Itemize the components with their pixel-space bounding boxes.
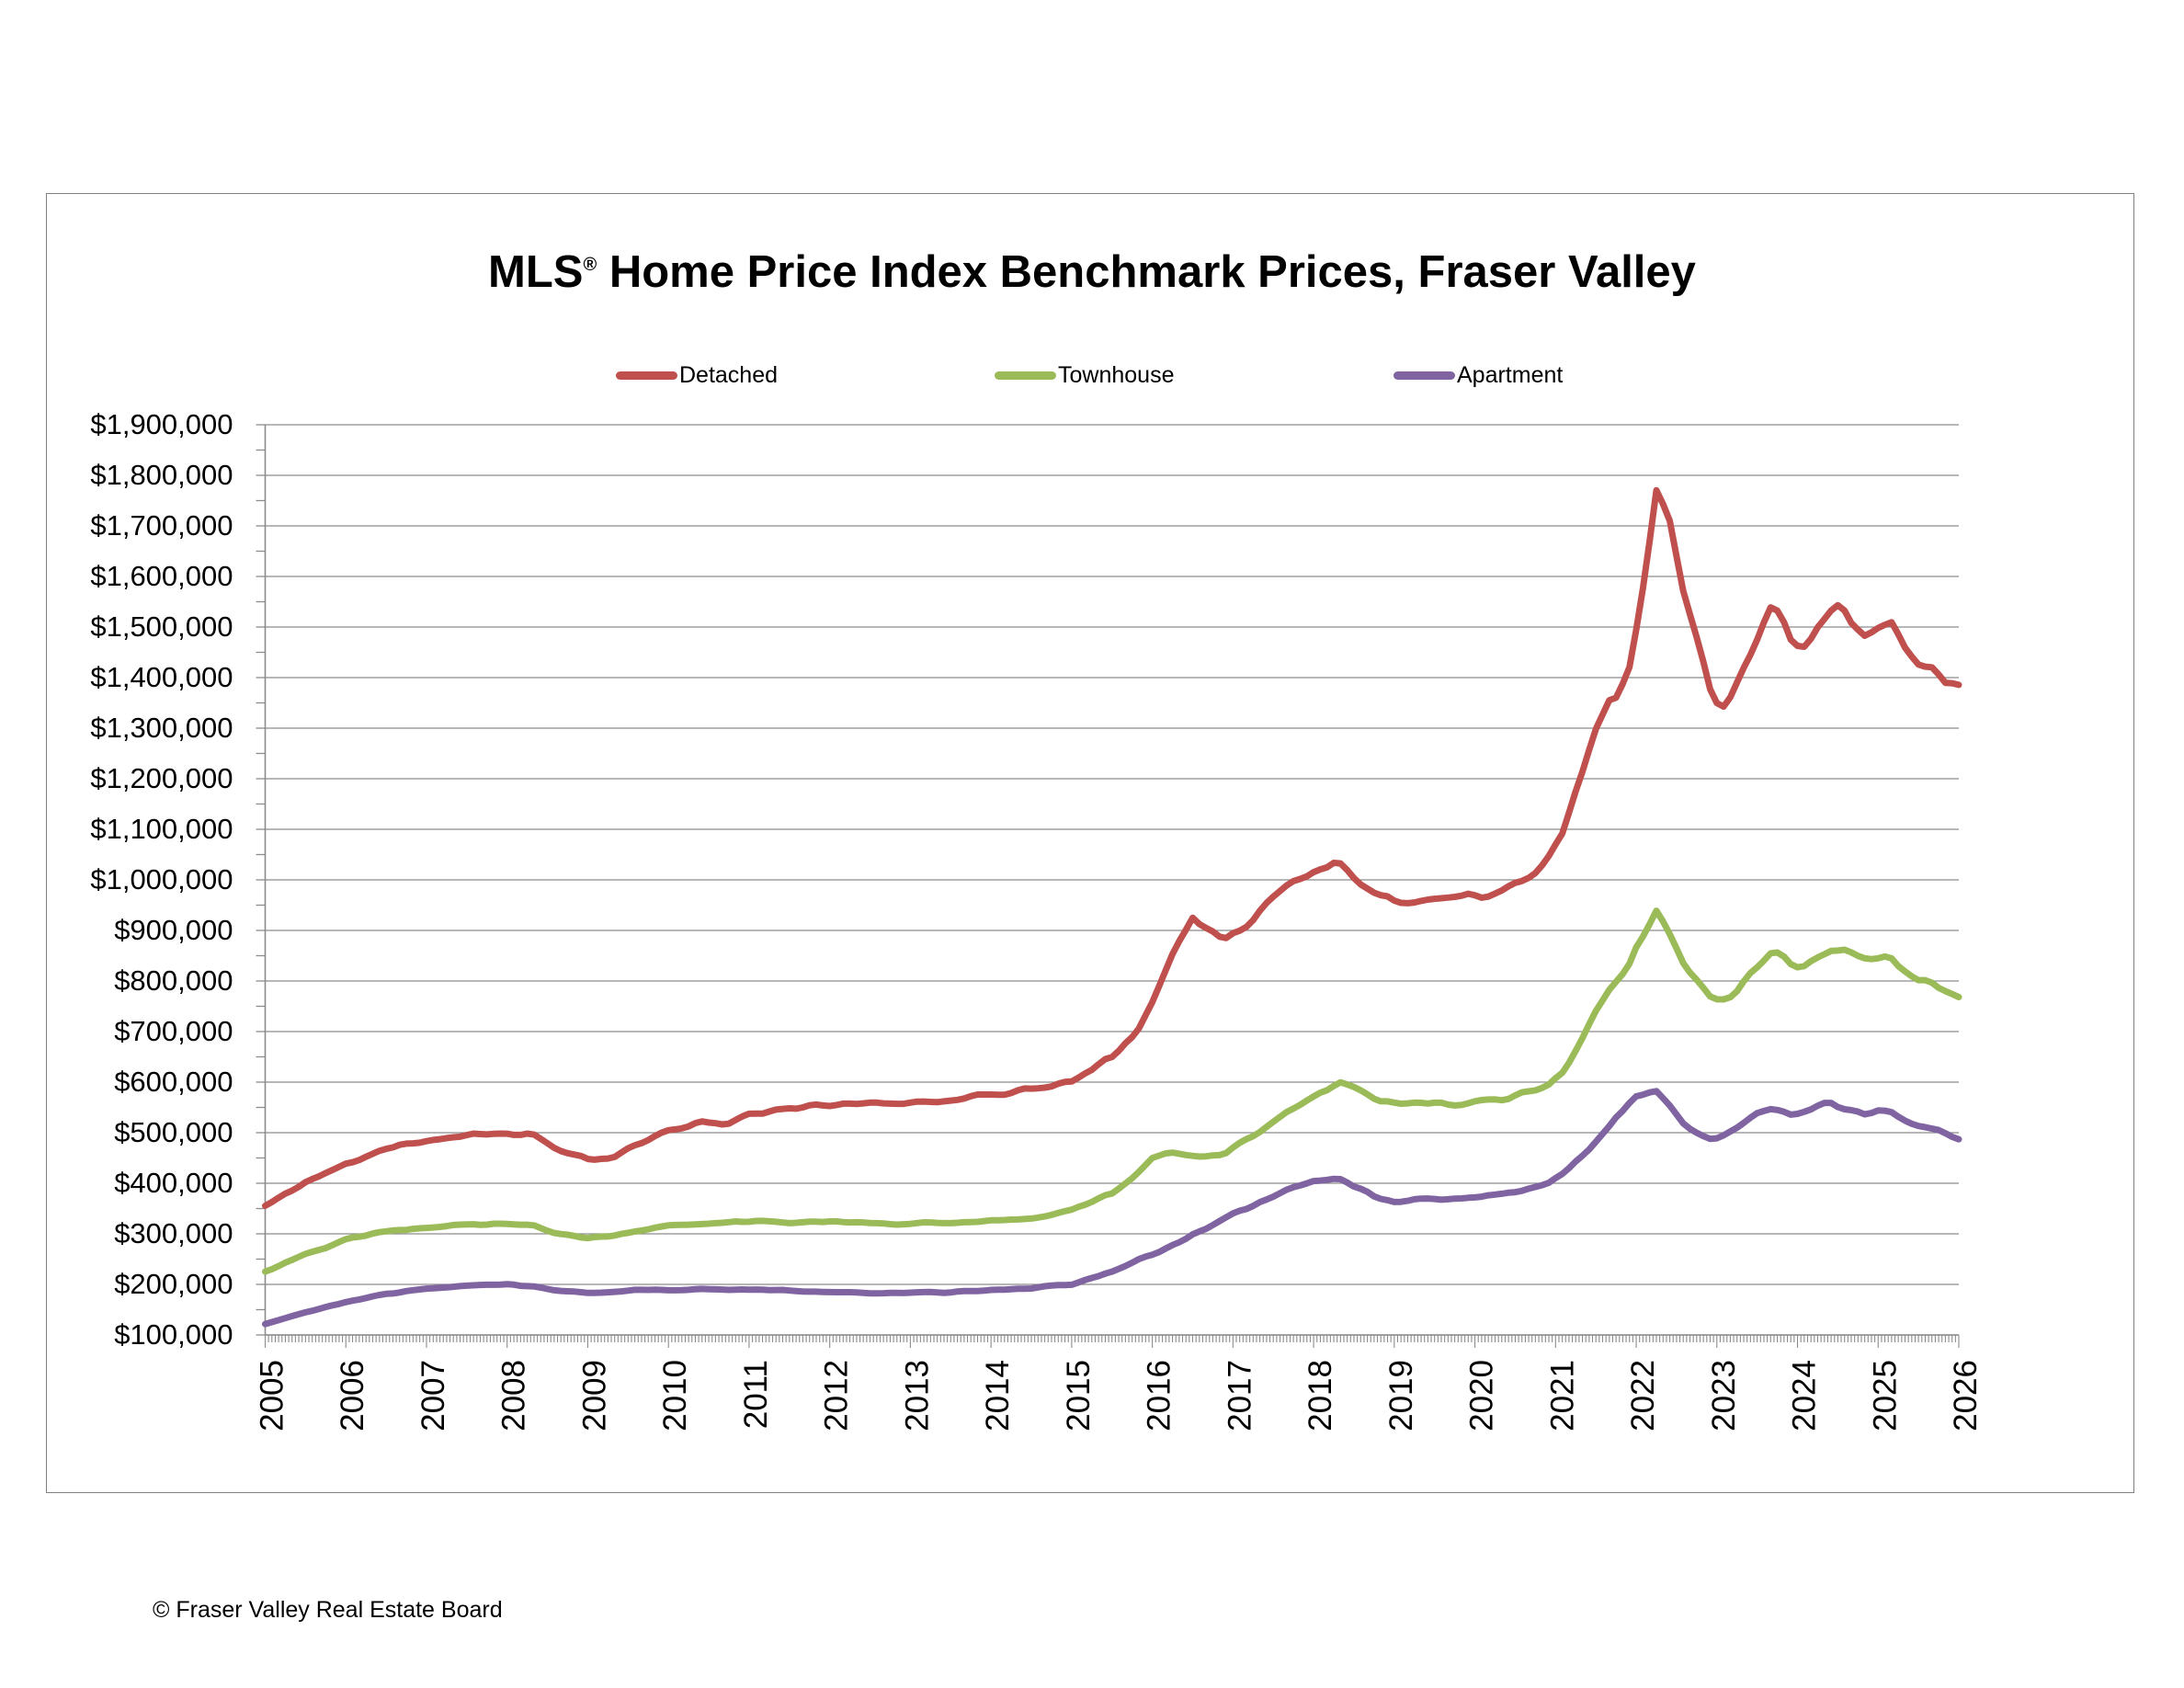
svg-text:$600,000: $600,000 xyxy=(114,1066,233,1098)
svg-text:$1,700,000: $1,700,000 xyxy=(90,509,233,542)
svg-text:2006: 2006 xyxy=(335,1360,370,1431)
svg-text:$100,000: $100,000 xyxy=(114,1318,233,1351)
svg-text:2019: 2019 xyxy=(1383,1360,1419,1431)
svg-text:$1,200,000: $1,200,000 xyxy=(90,762,233,794)
svg-text:2018: 2018 xyxy=(1302,1360,1338,1431)
svg-text:2011: 2011 xyxy=(738,1360,774,1429)
svg-text:$1,300,000: $1,300,000 xyxy=(90,712,233,744)
svg-text:2016: 2016 xyxy=(1142,1360,1177,1431)
svg-text:$500,000: $500,000 xyxy=(114,1116,233,1148)
svg-text:2017: 2017 xyxy=(1222,1360,1257,1431)
svg-text:$400,000: $400,000 xyxy=(114,1167,233,1199)
svg-text:2025: 2025 xyxy=(1867,1360,1903,1431)
svg-text:2007: 2007 xyxy=(415,1360,451,1431)
svg-text:$300,000: $300,000 xyxy=(114,1217,233,1249)
svg-text:$1,800,000: $1,800,000 xyxy=(90,459,233,491)
svg-text:$1,600,000: $1,600,000 xyxy=(90,560,233,592)
svg-text:2026: 2026 xyxy=(1948,1360,1984,1431)
svg-text:$800,000: $800,000 xyxy=(114,964,233,997)
svg-text:$1,500,000: $1,500,000 xyxy=(90,610,233,643)
svg-text:$1,000,000: $1,000,000 xyxy=(90,863,233,895)
svg-text:$200,000: $200,000 xyxy=(114,1268,233,1300)
svg-text:2015: 2015 xyxy=(1061,1360,1097,1431)
svg-text:2010: 2010 xyxy=(657,1360,693,1431)
svg-text:2008: 2008 xyxy=(496,1360,532,1431)
svg-text:2013: 2013 xyxy=(899,1360,935,1431)
svg-text:2012: 2012 xyxy=(819,1360,855,1431)
svg-text:$700,000: $700,000 xyxy=(114,1015,233,1047)
svg-text:2014: 2014 xyxy=(980,1360,1016,1431)
svg-text:$1,900,000: $1,900,000 xyxy=(90,408,233,440)
svg-text:$900,000: $900,000 xyxy=(114,914,233,946)
svg-text:2022: 2022 xyxy=(1625,1360,1661,1431)
svg-text:2020: 2020 xyxy=(1464,1360,1500,1431)
svg-text:$1,100,000: $1,100,000 xyxy=(90,813,233,845)
svg-text:$1,400,000: $1,400,000 xyxy=(90,661,233,693)
svg-text:2009: 2009 xyxy=(576,1360,612,1431)
svg-text:2021: 2021 xyxy=(1544,1360,1580,1431)
svg-text:2005: 2005 xyxy=(255,1360,290,1431)
svg-text:2024: 2024 xyxy=(1787,1360,1823,1431)
svg-text:2023: 2023 xyxy=(1706,1360,1742,1431)
